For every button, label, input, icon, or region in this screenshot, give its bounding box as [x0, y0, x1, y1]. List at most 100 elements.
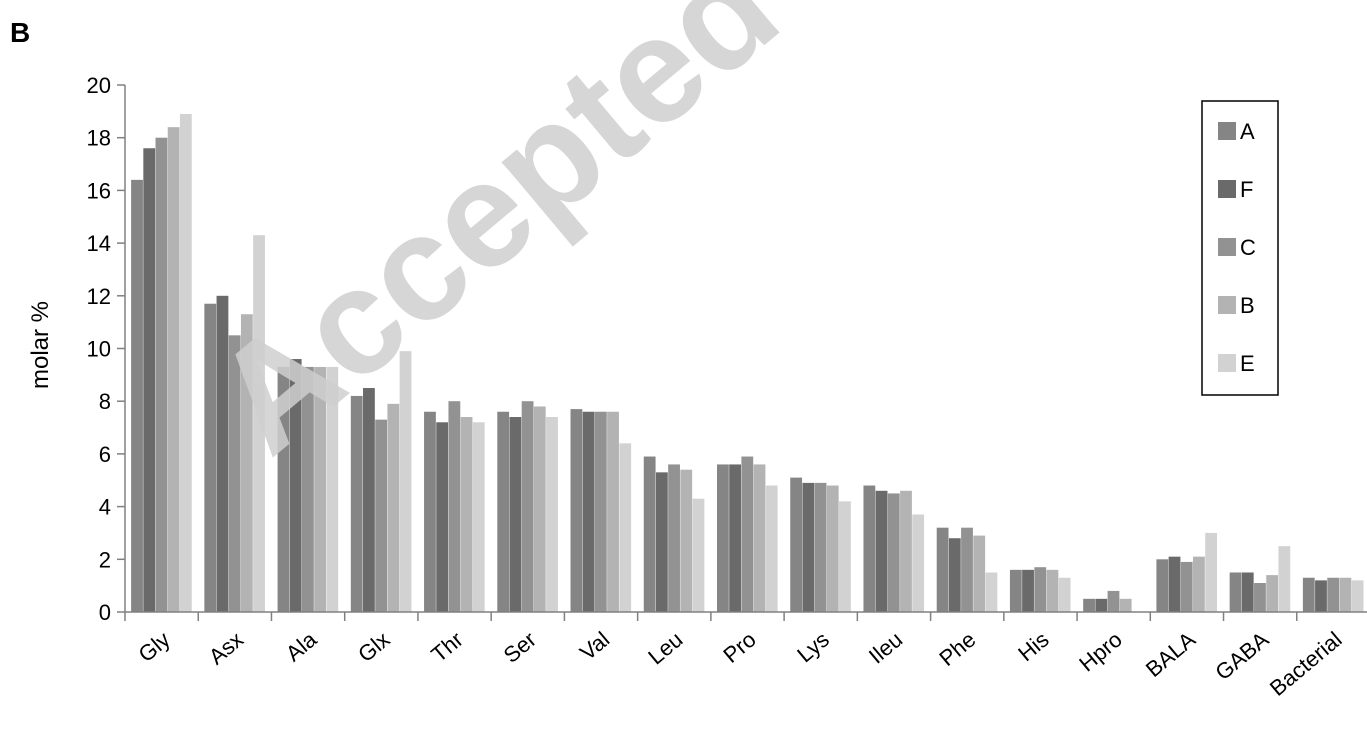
bars-layer	[131, 113, 1364, 613]
bar-ser-f	[509, 417, 522, 612]
x-category-label: Gly	[133, 627, 174, 667]
y-tick-label: 4	[99, 495, 111, 520]
bar-val-b	[607, 411, 619, 612]
legend-label-e: E	[1240, 351, 1255, 376]
bar-asx-e	[253, 235, 265, 612]
bar-pro-a	[717, 464, 729, 612]
x-category-label: Thr	[426, 627, 467, 667]
bar-ileu-c	[887, 493, 900, 612]
bar-leu-c	[668, 464, 680, 612]
bar-ala-b	[314, 366, 326, 612]
bar-gaba-c	[1254, 583, 1266, 612]
bar-glx-f	[363, 388, 375, 612]
legend-swatch-c	[1218, 238, 1236, 256]
y-tick-label: 6	[99, 442, 111, 467]
bar-lys-a	[790, 477, 803, 612]
bar-leu-e	[692, 498, 705, 612]
y-tick-label: 16	[87, 178, 111, 203]
legend-swatch-b	[1218, 296, 1236, 314]
x-category-label: Leu	[643, 627, 687, 670]
legend-label-b: B	[1240, 293, 1255, 318]
x-category-label: His	[1013, 627, 1053, 667]
bar-asx-a	[204, 303, 217, 612]
legend-label-c: C	[1240, 235, 1256, 260]
legend-swatch-f	[1218, 180, 1236, 198]
y-axis-label: molar %	[27, 301, 54, 389]
bar-ileu-b	[900, 490, 912, 612]
x-category-label: Ser	[499, 627, 541, 668]
bar-phe-a	[936, 527, 949, 612]
x-category-label: Glx	[353, 627, 394, 667]
x-category-label: Lys	[792, 627, 834, 668]
legend: A F C B E	[1201, 100, 1279, 396]
bar-gaba-e	[1278, 546, 1291, 613]
bar-hpro-a	[1083, 598, 1095, 612]
bar-ser-e	[546, 417, 558, 612]
x-category-label: GABA	[1210, 626, 1273, 685]
bar-ala-c	[301, 366, 314, 612]
bar-gly-c	[155, 137, 168, 612]
bar-hpro-b	[1119, 598, 1132, 612]
bar-asx-b	[240, 314, 253, 612]
watermark: Accepted manuscript	[183, 0, 1367, 485]
x-category-label: Val	[575, 627, 614, 666]
bar-phe-b	[973, 535, 986, 612]
bar-leu-b	[680, 469, 693, 612]
bar-gly-f	[143, 148, 156, 613]
bar-pro-b	[753, 464, 766, 612]
bar-lys-c	[814, 482, 827, 612]
x-category-label: Hpro	[1074, 627, 1127, 677]
bar-ileu-f	[875, 490, 888, 612]
bar-bala-f	[1168, 556, 1181, 612]
bar-gly-b	[167, 127, 180, 612]
bar-val-e	[619, 443, 632, 612]
bar-pro-c	[741, 456, 754, 612]
bar-hpro-c	[1107, 590, 1120, 612]
bar-asx-f	[216, 295, 229, 612]
y-tick-label: 12	[87, 284, 111, 309]
y-tick-label: 8	[99, 389, 111, 414]
y-tick-label: 2	[99, 547, 111, 572]
bar-bacterial-e	[1351, 580, 1364, 612]
bar-thr-a	[424, 411, 436, 612]
bar-gly-e	[179, 113, 192, 613]
bar-lys-e	[839, 501, 851, 612]
x-category-label: Asx	[204, 627, 248, 670]
bar-his-f	[1022, 569, 1034, 612]
bar-bacterial-c	[1327, 577, 1340, 612]
bar-leu-a	[643, 456, 656, 612]
x-category-label: Ileu	[864, 627, 907, 669]
bar-asx-c	[228, 335, 241, 612]
bar-gly-a	[131, 179, 143, 613]
legend-label-f: F	[1240, 177, 1253, 202]
bar-ala-f	[289, 359, 302, 612]
bar-leu-f	[655, 472, 668, 612]
bar-phe-e	[985, 572, 998, 612]
bar-thr-b	[460, 417, 473, 612]
y-tick-label: 20	[87, 73, 111, 98]
bar-glx-b	[387, 403, 400, 612]
legend-box	[1201, 100, 1279, 396]
legend-swatch-a	[1218, 122, 1236, 140]
bar-bacterial-a	[1302, 577, 1315, 612]
legend-label-a: A	[1240, 119, 1255, 144]
bar-bala-b	[1193, 556, 1205, 612]
bar-thr-e	[472, 422, 485, 612]
bar-phe-c	[961, 527, 973, 612]
bar-his-b	[1046, 569, 1059, 612]
panel-label: B	[10, 17, 30, 48]
legend-swatch-e	[1218, 354, 1236, 372]
bar-his-c	[1034, 567, 1047, 612]
bar-bala-a	[1156, 559, 1169, 612]
bar-phe-f	[948, 538, 961, 612]
bar-his-a	[1009, 569, 1022, 612]
y-tick-label: 10	[87, 337, 111, 362]
bar-ala-a	[277, 366, 290, 612]
bar-ser-a	[497, 411, 510, 612]
x-category-label: Ala	[281, 626, 322, 666]
bar-thr-c	[448, 401, 461, 612]
bar-glx-c	[375, 419, 388, 612]
bar-lys-f	[802, 482, 815, 612]
bar-ileu-e	[912, 514, 925, 612]
y-tick-label: 18	[87, 126, 111, 151]
